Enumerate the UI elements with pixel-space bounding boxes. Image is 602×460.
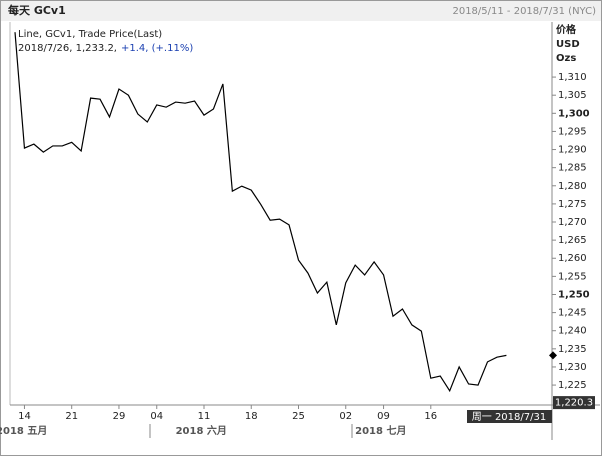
y-tick-label: 1,290 (558, 145, 587, 156)
y-tick-label: 1,230 (558, 362, 587, 373)
y-tick-label: 1,310 (558, 72, 587, 83)
y-tick-label: 1,270 (558, 217, 587, 228)
crosshair-value-box (553, 396, 595, 410)
title-bar (1, 1, 601, 21)
month-label: 2018 五月 (0, 425, 47, 437)
unit-label: 价格 (556, 23, 577, 36)
x-tick-label: 21 (65, 411, 78, 422)
y-tick-label: 1,260 (558, 253, 587, 264)
crosshair-date-box (467, 410, 552, 423)
month-label: 2018 七月 (355, 424, 406, 437)
y-tick-label: 1,225 (558, 380, 587, 391)
unit-label: USD (556, 39, 580, 50)
x-tick-label: 16 (424, 411, 437, 422)
legend-detail: 2018/7/26, 1,233.2, (18, 43, 117, 54)
x-tick-label: 29 (113, 411, 126, 422)
x-tick-label: 18 (245, 411, 258, 422)
x-tick-label: 09 (377, 411, 390, 422)
x-tick-label: 04 (150, 411, 163, 422)
y-tick-label: 1,250 (558, 289, 590, 300)
crosshair-value: 1,220.3 (555, 398, 593, 409)
x-tick-label: 02 (339, 411, 352, 422)
crosshair-date: 周一 2018/7/31 (472, 411, 546, 423)
last-value-marker (549, 351, 557, 360)
y-tick-label: 1,285 (558, 163, 587, 174)
chart-title: 每天 GCv1 (8, 3, 66, 17)
y-tick-label: 1,295 (558, 126, 587, 137)
y-tick-label: 1,240 (558, 326, 587, 337)
y-tick-label: 1,275 (558, 199, 587, 210)
x-tick-label: 25 (292, 411, 305, 422)
y-tick-label: 1,245 (558, 308, 587, 319)
y-tick-label: 1,235 (558, 344, 587, 355)
price-line (14, 32, 507, 393)
unit-label: Ozs (556, 53, 576, 64)
legend-change: +1.4, (+.11%) (121, 43, 193, 54)
date-range: 2018/5/11 - 2018/7/31 (NYC) (452, 6, 596, 17)
month-label: 2018 六月 (176, 424, 227, 437)
x-tick-label: 14 (18, 411, 31, 422)
y-tick-label: 1,255 (558, 271, 587, 282)
y-tick-label: 1,305 (558, 90, 587, 101)
y-tick-label: 1,280 (558, 181, 587, 192)
y-tick-label: 1,265 (558, 235, 587, 246)
y-tick-label: 1,300 (558, 108, 590, 119)
legend-title: Line, GCv1, Trade Price(Last) (18, 29, 162, 40)
x-tick-label: 11 (198, 411, 211, 422)
